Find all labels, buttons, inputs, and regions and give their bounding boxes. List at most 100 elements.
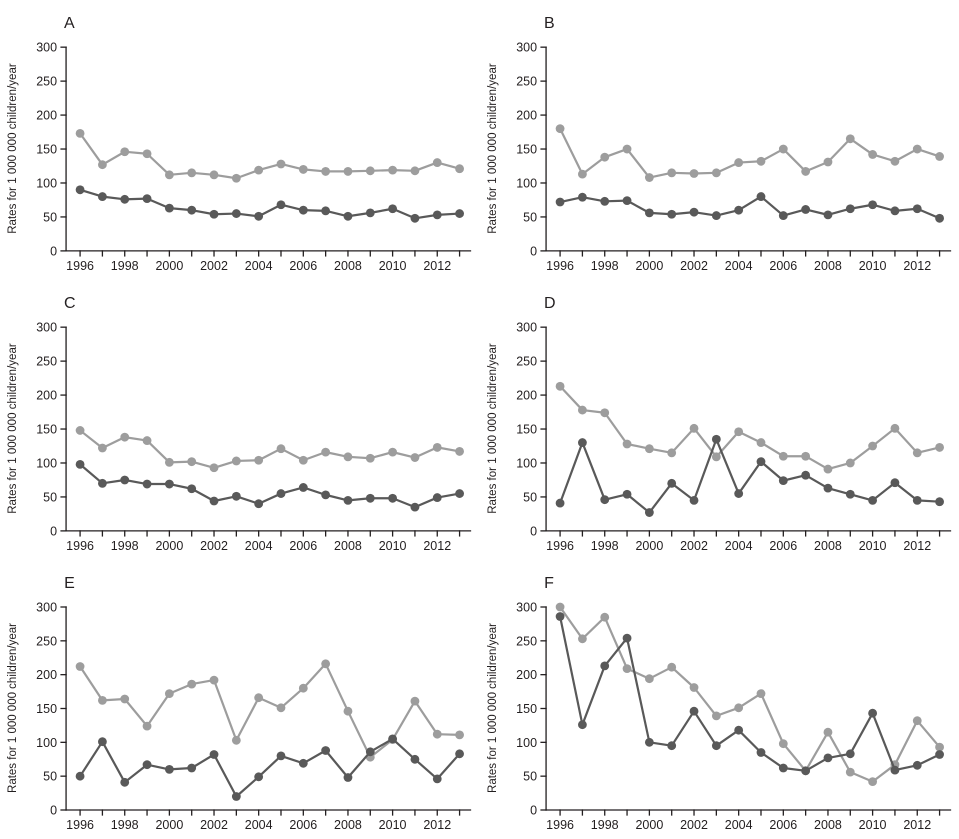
data-point [432,210,442,220]
x-tick-label: 2006 [769,259,797,273]
data-point [120,194,130,204]
data-point [321,166,331,176]
data-point [187,679,197,689]
data-point [231,735,241,745]
x-tick-label: 2012 [423,818,451,832]
data-point [666,662,676,672]
y-tick-label: 0 [50,804,57,818]
data-point [599,408,609,418]
panel-d: D Rates for 1 000 000 children/year 0 50 1… [480,280,959,560]
data-point [142,149,152,159]
y-tick-label: 250 [516,75,537,89]
data-point [120,777,130,787]
x-tick-label: 2012 [423,259,451,273]
y-tick-label: 100 [516,456,537,470]
x-tick-label: 2000 [635,539,663,553]
data-point [365,453,375,463]
x-tick-label: 2006 [289,539,317,553]
data-point [254,499,264,509]
data-point [689,683,698,692]
data-point [321,490,331,500]
data-point [756,689,765,698]
y-tick-label: 150 [36,702,57,716]
data-point [867,777,877,786]
data-point [845,767,855,777]
data-point [934,497,944,507]
data-point [577,634,587,644]
chart-svg-b: B Rates for 1 000 000 children/year 0 50 1… [487,14,951,273]
data-point [187,205,197,215]
data-point [934,742,944,752]
chart-svg-f: F Rates for 1 000 000 children/year 0 50 1… [487,575,951,832]
data-point [254,211,264,221]
y-tick-label: 0 [530,804,537,818]
data-point [778,739,788,749]
data-point [577,438,587,447]
data-point [209,463,219,473]
data-point [555,612,564,621]
panel-label-b: B [544,14,555,32]
data-point [756,192,765,202]
x-tick-label: 2008 [814,539,842,553]
data-point [622,439,631,449]
data-point [845,458,855,468]
data-point [867,200,877,210]
data-point [209,750,219,759]
data-point [231,209,241,218]
data-point [98,478,107,488]
data-point [890,765,899,775]
x-tick-label: 2010 [858,818,886,832]
y-tick-label: 0 [50,524,57,538]
data-point [577,405,587,415]
plot-area-a: 0 50 100 150 200 250 300 1996 1998 2000 2002 2004 20… [36,41,472,273]
chart-svg-e: E Rates for 1 000 000 children/year 0 50 1… [7,575,472,832]
x-tick-label: 2010 [858,539,886,553]
data-point [756,438,765,447]
x-tick-label: 1998 [590,539,618,553]
data-point [666,209,676,219]
data-point [164,765,174,774]
data-point [298,455,308,465]
y-tick-label: 50 [43,770,57,784]
x-tick-label: 1998 [111,539,139,553]
plot-area-e: 0 50 100 150 200 250 300 1996 1998 2000 2002 2004 20… [36,601,472,832]
data-point [209,209,219,219]
data-point [778,476,788,486]
panel-label-d: D [544,294,556,312]
x-tick-label: 2002 [200,259,228,273]
data-point [733,489,743,498]
panel-c: C Rates for 1 000 000 children/year 0 50 1… [0,280,480,560]
x-tick-label: 2000 [155,818,183,832]
y-tick-label: 250 [36,355,57,369]
data-point [455,489,464,498]
data-point [231,792,241,801]
series-series_light [75,426,464,473]
data-point [254,455,264,465]
y-tick-label: 50 [523,770,537,784]
data-point [276,200,286,210]
y-tick-label: 150 [516,702,537,716]
data-point [231,491,241,501]
data-point [164,457,174,467]
series-series_dark [555,192,944,223]
data-point [644,208,654,218]
data-point [800,470,810,480]
y-tick-label: 0 [530,524,537,538]
y-tick-label: 300 [36,41,57,55]
data-point [231,173,241,183]
y-axis-title: Rates for 1 000 000 children/year [7,623,19,793]
data-point [388,447,398,457]
data-point [666,168,676,178]
data-point [845,749,855,759]
series-series_light [555,381,944,474]
data-point [689,169,698,178]
data-point [142,760,152,770]
data-point [164,203,174,213]
data-point [410,453,420,462]
x-tick-label: 2002 [680,818,708,832]
data-point [75,128,85,138]
data-point [209,675,219,685]
data-point [644,508,654,517]
panel-label-e: E [64,575,75,592]
y-tick-label: 200 [516,389,537,403]
